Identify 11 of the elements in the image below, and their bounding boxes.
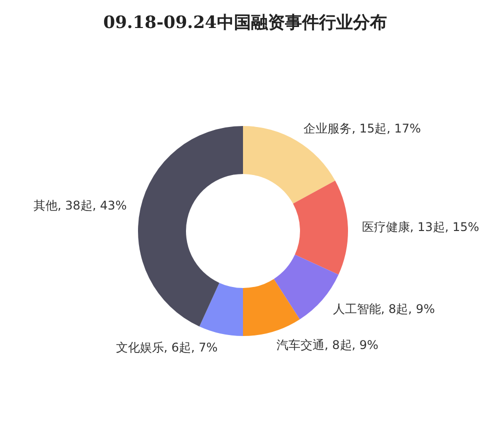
slice-label: 医疗健康, 13起, 15% <box>362 220 480 234</box>
slice-label: 人工智能, 8起, 9% <box>332 302 435 316</box>
donut-slice <box>138 126 243 327</box>
donut-slice <box>199 282 243 336</box>
slice-label: 企业服务, 15起, 17% <box>304 122 421 136</box>
slice-label: 文化娱乐, 6起, 7% <box>116 340 218 354</box>
slice-label: 汽车交通, 8起, 9% <box>276 338 378 352</box>
slice-label: 其他, 38起, 43% <box>34 198 127 213</box>
donut-slice <box>243 278 300 336</box>
donut-slice <box>293 180 348 275</box>
chart-title: 09.18-09.24中国融资事件行业分布 <box>103 13 387 33</box>
